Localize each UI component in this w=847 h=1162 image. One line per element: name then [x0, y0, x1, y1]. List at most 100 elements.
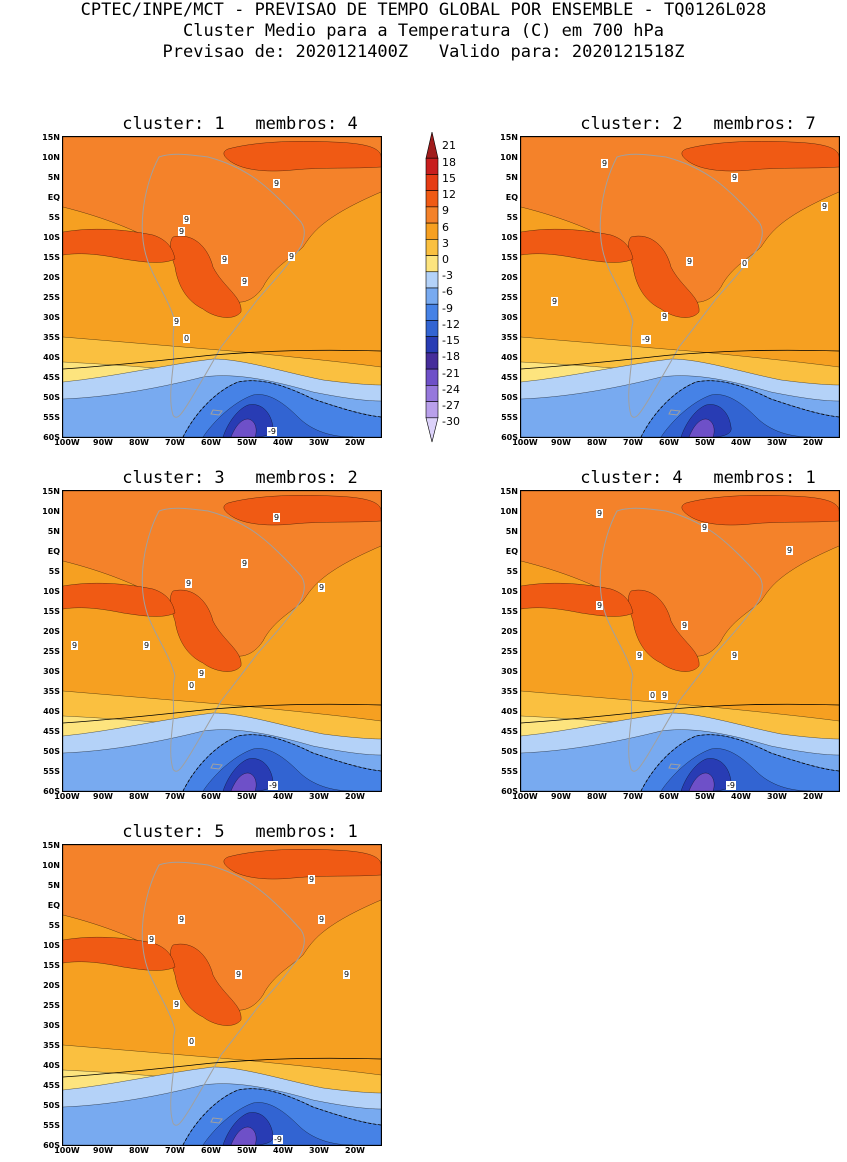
latitude-tick-label: 45S [43, 1081, 60, 1090]
contour-label: 9 [343, 970, 351, 979]
temperature-band-cm18 [230, 1126, 257, 1145]
latitude-tick-label: 10N [42, 153, 60, 162]
map-canvas [63, 845, 381, 1145]
contour-label: 9 [178, 915, 186, 924]
temperature-band-c12 [628, 235, 700, 318]
latitude-tick-label: 30S [43, 313, 60, 322]
coastline [141, 153, 305, 418]
longitude-tick-label: 100W [54, 438, 80, 447]
contour-label: 9 [235, 970, 243, 979]
longitude-tick-label: 90W [93, 1146, 113, 1155]
colorbar-swatch [425, 157, 439, 175]
contour-label: -9 [267, 427, 277, 436]
colorbar-label: 9 [442, 204, 449, 218]
colorbar-label: -18 [442, 350, 460, 364]
latitude-tick-label: 10N [42, 861, 60, 870]
longitude-tick-label: 50W [237, 792, 257, 801]
header-title: CPTEC/INPE/MCT - PREVISAO DE TEMPO GLOBA… [80, 0, 767, 20]
temperature-band-c12 [63, 582, 176, 617]
contour-label: 9 [551, 297, 559, 306]
colorbar-legend: 21 18 15 12 9 6 3 0 -3 -6 -9 -12 -15 -18 -21 -24 -27 -30 [424, 132, 484, 444]
colorbar-swatches [425, 132, 439, 443]
longitude-tick-label: 30W [767, 438, 787, 447]
latitude-tick-label: 5S [506, 567, 518, 576]
longitude-tick-label: 30W [767, 792, 787, 801]
contour-label: 9 [183, 215, 191, 224]
colorbar-swatch [425, 132, 439, 159]
colorbar-label: -30 [442, 415, 460, 429]
isotherm-contour [63, 703, 381, 724]
coastline [141, 861, 305, 1126]
contour-label: 9 [318, 583, 326, 592]
contour-label: -9 [726, 781, 736, 790]
map-panel-cluster-5: cluster: 5 membros: 1 15N 10N 5N EQ 5S 10S 15S 2… [42, 822, 420, 1162]
latitude-tick-label: 55S [501, 413, 518, 422]
longitude-tick-label: 60W [201, 438, 221, 447]
coastline [210, 763, 223, 770]
coastline [599, 153, 763, 418]
temperature-band-c12 [170, 943, 242, 1026]
header-forecast-dates: Previsao de: 2020121400Z Valido para: 20… [162, 42, 685, 62]
colorbar-label: -24 [442, 382, 460, 396]
longitude-tick-label: 30W [309, 438, 329, 447]
longitude-tick-label: 20W [345, 438, 365, 447]
latitude-tick-label: 60S [43, 1141, 60, 1150]
contour-label: -9 [641, 335, 651, 344]
map-canvas [63, 137, 381, 437]
contour-label: 9 [821, 202, 829, 211]
temperature-band-c12 [628, 589, 700, 672]
latitude-tick-label: 30S [43, 1021, 60, 1030]
colorbar-label: -12 [442, 317, 460, 331]
latitude-tick-label: 60S [43, 433, 60, 442]
contour-label: 9 [661, 312, 669, 321]
contour-label: 9 [185, 579, 193, 588]
contour-label: 9 [596, 601, 604, 610]
contour-label: 9 [148, 935, 156, 944]
panel-title: cluster: 4 membros: 1 [580, 468, 816, 488]
longitude-tick-label: 60W [659, 438, 679, 447]
colorbar-swatch [425, 401, 439, 419]
temperature-map: 15N 10N 5N EQ 5S 10S 15S 20S 25S 30S 35S 40S 45S 50S 5… [42, 487, 382, 801]
temperature-map: 15N 10N 5N EQ 5S 10S 15S 20S 25S 30S 35S 40S 45S 50S 5… [500, 133, 840, 447]
colorbar-label: -6 [442, 285, 453, 299]
map-panel-cluster-3: cluster: 3 membros: 2 15N 10N 5N EQ 5S 10S 15S 2… [42, 468, 420, 808]
latitude-tick-label: 10N [42, 507, 60, 516]
contour-label: 9 [636, 651, 644, 660]
colorbar-swatch [425, 239, 439, 256]
longitude-tick-label: 100W [512, 792, 538, 801]
longitude-tick-label: 60W [201, 792, 221, 801]
contour-label: 9 [198, 669, 206, 678]
latitude-tick-label: 5N [47, 173, 60, 182]
colorbar-label: -3 [442, 269, 453, 283]
longitude-tick-label: 50W [237, 1146, 257, 1155]
contour-label: 0 [741, 259, 749, 268]
contour-label: 9 [308, 875, 316, 884]
contour-label: 9 [288, 252, 296, 261]
latitude-tick-label: 60S [43, 787, 60, 796]
longitude-tick-label: 40W [731, 792, 751, 801]
temperature-band-c12 [223, 849, 381, 880]
panel-title: cluster: 2 membros: 7 [580, 114, 816, 134]
colorbar-label: -21 [442, 366, 460, 380]
longitude-tick-label: 50W [695, 792, 715, 801]
latitude-tick-label: 15S [43, 253, 60, 262]
contour-label: 9 [596, 509, 604, 518]
longitude-tick-label: 20W [345, 792, 365, 801]
latitude-tick-label: 5N [47, 881, 60, 890]
latitude-tick-label: 50S [501, 747, 518, 756]
latitude-tick-label: 40S [43, 1061, 60, 1070]
map-panel-cluster-4: cluster: 4 membros: 1 15N 10N 5N EQ 5S 10S 15S 2… [500, 468, 847, 808]
colorbar-swatch [425, 255, 439, 273]
latitude-tick-label: 40S [43, 707, 60, 716]
longitude-tick-label: 100W [512, 438, 538, 447]
longitude-tick-label: 50W [237, 438, 257, 447]
colorbar-swatch [425, 287, 439, 305]
temperature-band-c12 [223, 495, 381, 526]
temperature-band-c12 [170, 589, 242, 672]
longitude-tick-label: 70W [165, 1146, 185, 1155]
latitude-tick-label: 50S [501, 393, 518, 402]
temperature-band-c12 [521, 582, 634, 617]
contour-label: 9 [241, 559, 249, 568]
temperature-band-cm18 [688, 418, 715, 437]
colorbar-swatch [425, 271, 439, 289]
